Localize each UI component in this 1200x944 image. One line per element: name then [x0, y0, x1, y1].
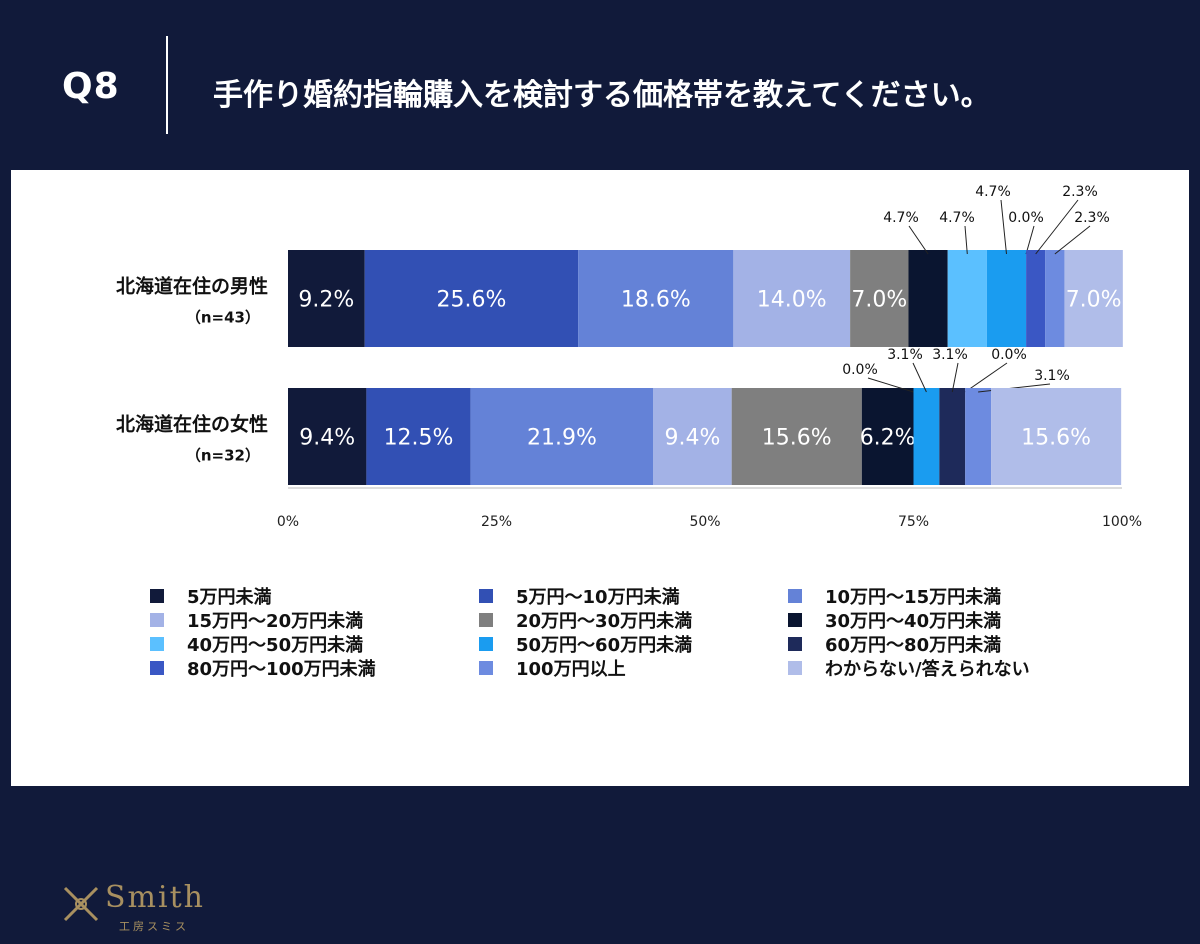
brand-name: Smith: [105, 880, 205, 915]
x-tick-label: 0%: [277, 514, 299, 530]
x-tick-label: 75%: [898, 514, 929, 530]
header-divider: [166, 36, 168, 134]
data-label: 25.6%: [437, 288, 507, 313]
legend-swatch: [150, 661, 164, 675]
bar-segment: [364, 250, 579, 347]
brand-logo: Smith 工房スミス: [55, 878, 255, 944]
category-n-label: （n=32）: [186, 447, 260, 465]
callout-leader: [1035, 199, 1079, 255]
data-label: 9.2%: [298, 288, 354, 313]
legend-swatch: [150, 637, 164, 651]
legend-label: 5万円未満: [187, 586, 272, 608]
callout-leader: [1054, 225, 1091, 255]
bar-segment: [733, 250, 851, 347]
data-label: 0.0%: [1008, 210, 1044, 226]
bar-segment: [731, 388, 862, 485]
bar-segment: [288, 388, 367, 485]
legend-swatch: [479, 613, 493, 627]
legend-swatch: [479, 637, 493, 651]
legend-label: 60万円〜80万円未満: [825, 634, 1001, 656]
callout-leader: [964, 225, 968, 255]
legend-swatch: [479, 589, 493, 603]
legend-swatch: [788, 661, 802, 675]
data-label: 3.1%: [932, 347, 968, 363]
legend-swatch: [788, 637, 802, 651]
bar-segment: [939, 388, 966, 485]
callout-leader: [912, 362, 927, 393]
legend-swatch: [150, 613, 164, 627]
legend-swatch: [479, 661, 493, 675]
x-tick-label: 100%: [1102, 514, 1142, 530]
stacked-bar-chart: 北海道在住の男性 （n=43） 北海道在住の女性 （n=32） 0% 25% 50% 75% 1…: [116, 184, 1142, 680]
bar-segment: [1064, 250, 1123, 347]
legend-label: 80万円〜100万円未満: [187, 658, 376, 680]
data-label: 9.4%: [665, 426, 721, 451]
bar-segment: [986, 250, 1027, 347]
question-header: Q8 手作り婚約指輪購入を検討する価格帯を教えてください。: [0, 0, 1200, 170]
data-label: 15.6%: [1021, 426, 1091, 451]
callout-leader: [1025, 225, 1035, 255]
data-label: 4.7%: [883, 210, 919, 226]
bar-segment: [861, 388, 914, 485]
legend-label: 20万円〜30万円未満: [516, 610, 692, 632]
x-tick-label: 25%: [481, 514, 512, 530]
bar-segment: [991, 388, 1122, 485]
data-label: 3.1%: [887, 347, 923, 363]
bar-segment: [908, 250, 948, 347]
x-tick-label: 50%: [689, 514, 720, 530]
legend-label: 10万円〜15万円未満: [825, 586, 1001, 608]
data-label: 0.0%: [842, 362, 878, 378]
bar-segment: [1045, 250, 1065, 347]
bar-segment: [913, 388, 940, 485]
data-label: 0.0%: [991, 347, 1027, 363]
data-label: 18.6%: [621, 288, 691, 313]
legend-label: 50万円〜60万円未満: [516, 634, 692, 656]
legend-swatch: [788, 613, 802, 627]
bar-segment: [653, 388, 732, 485]
data-label: 7.0%: [851, 288, 907, 313]
bar-segment: [470, 388, 654, 485]
bar-segment: [947, 250, 987, 347]
legend-label: 5万円〜10万円未満: [516, 586, 680, 608]
bar-segment: [288, 250, 365, 347]
category-label: 北海道在住の男性: [116, 275, 268, 298]
callout-leader: [908, 225, 929, 255]
data-label: 15.6%: [762, 426, 832, 451]
data-label: 6.2%: [860, 426, 916, 451]
bar-segment: [366, 388, 471, 485]
callout-leader: [867, 377, 914, 393]
legend-label: わからない/答えられない: [825, 658, 1030, 680]
data-label: 14.0%: [757, 288, 827, 313]
question-text: 手作り婚約指輪購入を検討する価格帯を教えてください。: [213, 78, 991, 113]
data-label: 21.9%: [527, 426, 597, 451]
callout-leader: [1000, 199, 1007, 255]
legend-label: 100万円以上: [516, 659, 626, 680]
data-label: 3.1%: [1034, 368, 1070, 384]
callout-leader: [951, 362, 959, 393]
bar-segment: [965, 388, 992, 485]
data-label: 4.7%: [939, 210, 975, 226]
callout-leader: [964, 362, 1008, 393]
bar-segment: [1026, 250, 1046, 347]
data-label: 2.3%: [1062, 184, 1098, 200]
bar-segment: [578, 250, 734, 347]
brand-subtitle: 工房スミス: [119, 920, 189, 933]
category-n-label: （n=43）: [186, 309, 260, 327]
legend-swatch: [150, 589, 164, 603]
category-label: 北海道在住の女性: [116, 413, 268, 436]
data-label: 7.0%: [1066, 288, 1122, 313]
bar-segment: [850, 250, 909, 347]
legend-label: 40万円〜50万円未満: [187, 634, 363, 656]
data-label: 12.5%: [384, 426, 454, 451]
data-label: 4.7%: [975, 184, 1011, 200]
crossed-tools-icon: [63, 886, 99, 922]
chart-panel: 北海道在住の男性 （n=43） 北海道在住の女性 （n=32） 0% 25% 50% 75% 1…: [11, 170, 1189, 933]
legend-label: 30万円〜40万円未満: [825, 610, 1001, 632]
question-number: Q8: [62, 66, 120, 107]
data-label: 9.4%: [299, 426, 355, 451]
legend-label: 15万円〜20万円未満: [187, 610, 363, 632]
data-label: 2.3%: [1074, 210, 1110, 226]
legend-swatch: [788, 589, 802, 603]
